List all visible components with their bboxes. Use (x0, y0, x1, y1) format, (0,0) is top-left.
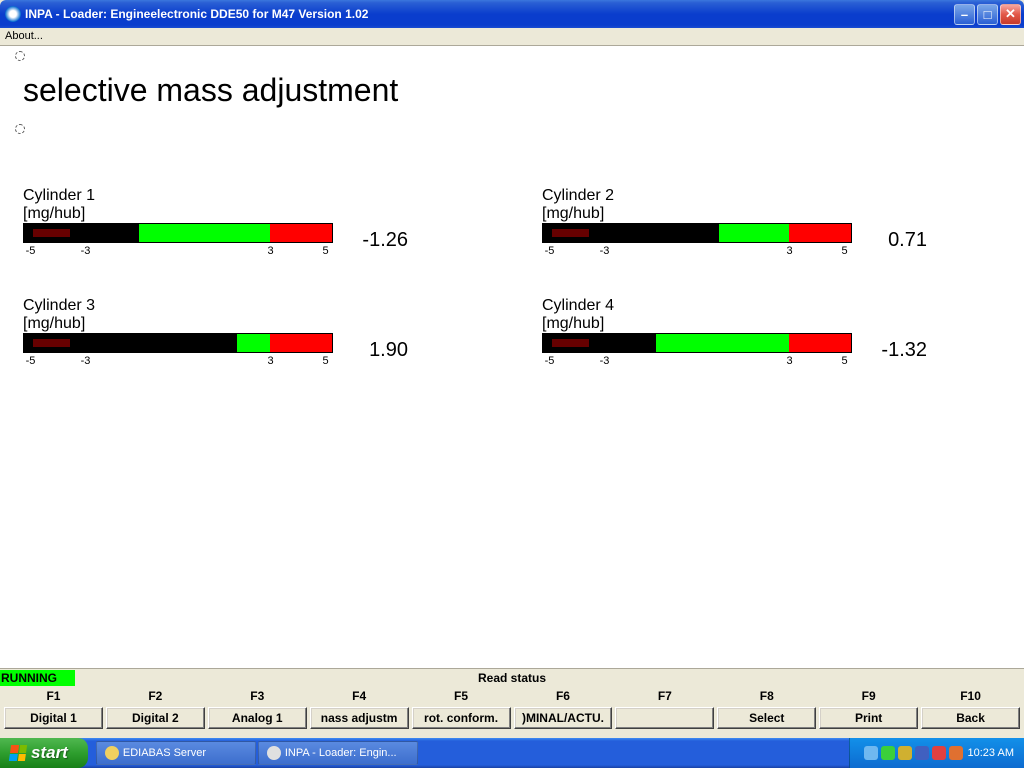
taskbar-item-ediabas[interactable]: EDIABAS Server (96, 741, 256, 765)
fkey-label: F4 (310, 689, 409, 703)
f3-button[interactable]: Analog 1 (208, 707, 307, 729)
fkey-label: F7 (615, 689, 714, 703)
status-running: RUNNING (0, 670, 75, 686)
clock: 10:23 AM (968, 747, 1014, 759)
cylinder-2: Cylinder 2 [mg/hub] -5 -3 3 5 0.71 (542, 187, 1001, 257)
cylinder-name: Cylinder 3 (23, 297, 482, 315)
gauge-2: -5 -3 3 5 (542, 223, 852, 257)
tray-icon[interactable] (949, 746, 963, 760)
gauge-3: -5 -3 3 5 (23, 333, 333, 367)
gauge-4: -5 -3 3 5 (542, 333, 852, 367)
fkey-label: F6 (514, 689, 613, 703)
close-button[interactable]: ✕ (1000, 4, 1021, 25)
menu-about[interactable]: About... (5, 30, 43, 42)
spinner-icon (15, 124, 25, 134)
cylinder-value: -1.32 (867, 339, 927, 362)
cylinder-value: 1.90 (348, 339, 408, 362)
fkey-label: F2 (106, 689, 205, 703)
fkey-label: F8 (717, 689, 816, 703)
cylinder-name: Cylinder 4 (542, 297, 1001, 315)
taskbar-item-label: INPA - Loader: Engin... (285, 747, 397, 759)
cylinder-unit: [mg/hub] (23, 315, 482, 333)
fkey-label: F10 (921, 689, 1020, 703)
app-icon (105, 746, 119, 760)
fkey-label: F1 (4, 689, 103, 703)
gauge-ticks: -5 -3 3 5 (542, 355, 852, 367)
window-title: INPA - Loader: Engineelectronic DDE50 fo… (25, 7, 954, 21)
f5-button[interactable]: rot. conform. (412, 707, 511, 729)
maximize-button[interactable]: □ (977, 4, 998, 25)
start-label: start (31, 743, 68, 763)
cylinder-unit: [mg/hub] (23, 205, 482, 223)
gauge-ticks: -5 -3 3 5 (23, 355, 333, 367)
f10-button[interactable]: Back (921, 707, 1020, 729)
app-icon (5, 6, 21, 22)
window-titlebar: INPA - Loader: Engineelectronic DDE50 fo… (0, 0, 1024, 28)
minimize-button[interactable]: – (954, 4, 975, 25)
tray-icon[interactable] (932, 746, 946, 760)
window-buttons: – □ ✕ (954, 4, 1021, 25)
cylinder-grid: Cylinder 1 [mg/hub] -5 -3 3 5 -1.26 Cyli… (15, 187, 1009, 367)
start-button[interactable]: start (0, 738, 88, 768)
f2-button[interactable]: Digital 2 (106, 707, 205, 729)
cylinder-name: Cylinder 1 (23, 187, 482, 205)
menubar: About... (0, 28, 1024, 46)
taskbar-item-label: EDIABAS Server (123, 747, 206, 759)
f8-button[interactable]: Select (717, 707, 816, 729)
system-tray: 10:23 AM (849, 738, 1024, 768)
f9-button[interactable]: Print (819, 707, 918, 729)
f4-button[interactable]: nass adjustm (310, 707, 409, 729)
fkey-buttons: Digital 1 Digital 2 Analog 1 nass adjust… (0, 705, 1024, 731)
cylinder-1: Cylinder 1 [mg/hub] -5 -3 3 5 -1.26 (23, 187, 482, 257)
cylinder-name: Cylinder 2 (542, 187, 1001, 205)
gauge-ticks: -5 -3 3 5 (542, 245, 852, 257)
tray-icon[interactable] (915, 746, 929, 760)
fkey-label: F5 (412, 689, 511, 703)
cylinder-3: Cylinder 3 [mg/hub] -5 -3 3 5 1.90 (23, 297, 482, 367)
f7-button[interactable] (615, 707, 714, 729)
f6-button[interactable]: )MINAL/ACTU. (514, 707, 613, 729)
spinner-icon (15, 51, 25, 61)
cylinder-unit: [mg/hub] (542, 205, 1001, 223)
fkey-label: F3 (208, 689, 307, 703)
tray-icon[interactable] (881, 746, 895, 760)
fkey-label: F9 (819, 689, 918, 703)
taskbar: start EDIABAS Server INPA - Loader: Engi… (0, 738, 1024, 768)
gauge-1: -5 -3 3 5 (23, 223, 333, 257)
status-read: Read status (0, 671, 1024, 685)
footer: RUNNING Read status F1 F2 F3 F4 F5 F6 F7… (0, 668, 1024, 731)
cylinder-value: -1.26 (348, 229, 408, 252)
cylinder-unit: [mg/hub] (542, 315, 1001, 333)
fkey-labels: F1 F2 F3 F4 F5 F6 F7 F8 F9 F10 (0, 687, 1024, 705)
tray-icon[interactable] (864, 746, 878, 760)
taskbar-item-inpa[interactable]: INPA - Loader: Engin... (258, 741, 418, 765)
gauge-ticks: -5 -3 3 5 (23, 245, 333, 257)
content-area: selective mass adjustment Cylinder 1 [mg… (0, 46, 1024, 731)
cylinder-4: Cylinder 4 [mg/hub] -5 -3 3 5 -1.32 (542, 297, 1001, 367)
windows-logo-icon (9, 745, 27, 761)
app-icon (267, 746, 281, 760)
f1-button[interactable]: Digital 1 (4, 707, 103, 729)
page-title: selective mass adjustment (23, 72, 1009, 109)
tray-icon[interactable] (898, 746, 912, 760)
cylinder-value: 0.71 (867, 229, 927, 252)
